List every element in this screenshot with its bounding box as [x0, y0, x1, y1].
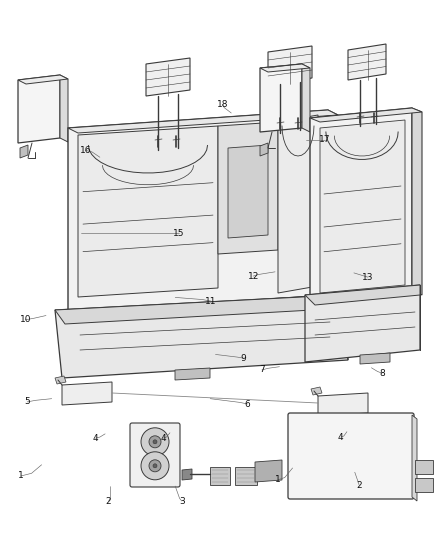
Text: 8: 8: [379, 369, 385, 377]
FancyBboxPatch shape: [288, 413, 414, 499]
Polygon shape: [68, 110, 328, 313]
Polygon shape: [340, 295, 348, 360]
Polygon shape: [132, 425, 178, 485]
Polygon shape: [260, 64, 310, 72]
Text: 3: 3: [179, 497, 185, 505]
Circle shape: [153, 440, 157, 444]
Polygon shape: [55, 295, 348, 324]
Polygon shape: [173, 147, 181, 161]
Text: 7: 7: [259, 366, 265, 374]
Polygon shape: [146, 58, 190, 96]
Polygon shape: [371, 123, 378, 137]
Polygon shape: [175, 368, 210, 380]
Circle shape: [141, 428, 169, 456]
Polygon shape: [62, 382, 112, 405]
Text: 10: 10: [20, 316, 31, 324]
Circle shape: [141, 452, 169, 480]
Polygon shape: [260, 143, 268, 156]
Text: 12: 12: [247, 272, 259, 280]
Polygon shape: [235, 467, 257, 485]
FancyBboxPatch shape: [130, 423, 180, 487]
Polygon shape: [318, 393, 368, 416]
Polygon shape: [182, 469, 192, 480]
Polygon shape: [218, 122, 278, 254]
Polygon shape: [320, 120, 405, 293]
Text: 18: 18: [217, 100, 228, 109]
Polygon shape: [295, 129, 303, 144]
Text: 9: 9: [240, 354, 247, 362]
Text: 4: 4: [338, 433, 343, 441]
Polygon shape: [268, 46, 312, 84]
Polygon shape: [415, 478, 433, 492]
Text: 4: 4: [160, 434, 166, 442]
Circle shape: [153, 464, 157, 468]
Polygon shape: [78, 126, 218, 297]
Polygon shape: [290, 415, 412, 497]
Polygon shape: [60, 75, 68, 142]
Polygon shape: [328, 110, 338, 300]
Text: 11: 11: [205, 297, 217, 305]
Polygon shape: [18, 75, 60, 143]
Polygon shape: [310, 108, 422, 122]
Polygon shape: [20, 145, 28, 158]
Polygon shape: [348, 44, 386, 80]
Text: 13: 13: [362, 273, 374, 281]
Polygon shape: [228, 145, 268, 238]
Polygon shape: [155, 147, 163, 161]
Polygon shape: [310, 108, 412, 300]
Polygon shape: [305, 285, 420, 362]
Circle shape: [149, 436, 161, 448]
Polygon shape: [412, 108, 422, 295]
Polygon shape: [277, 129, 285, 144]
Polygon shape: [68, 110, 338, 133]
Text: 2: 2: [357, 481, 362, 489]
Polygon shape: [415, 460, 433, 474]
Polygon shape: [210, 467, 230, 485]
Text: 2: 2: [106, 497, 111, 505]
Text: 1: 1: [18, 472, 24, 480]
Text: 15: 15: [173, 229, 184, 238]
Polygon shape: [412, 415, 417, 501]
Polygon shape: [260, 64, 302, 132]
Text: 5: 5: [24, 398, 30, 406]
Polygon shape: [278, 115, 318, 293]
Polygon shape: [305, 285, 420, 305]
Polygon shape: [311, 387, 322, 395]
Text: 16: 16: [80, 146, 91, 155]
Polygon shape: [55, 295, 348, 378]
Polygon shape: [302, 64, 310, 132]
Polygon shape: [255, 460, 282, 482]
Text: 17: 17: [319, 135, 331, 144]
Text: 1: 1: [275, 475, 281, 484]
Polygon shape: [357, 123, 364, 137]
Text: 6: 6: [244, 400, 251, 408]
Polygon shape: [360, 353, 390, 364]
Circle shape: [149, 460, 161, 472]
Text: 4: 4: [93, 434, 98, 442]
Polygon shape: [18, 75, 68, 84]
Polygon shape: [55, 376, 66, 384]
